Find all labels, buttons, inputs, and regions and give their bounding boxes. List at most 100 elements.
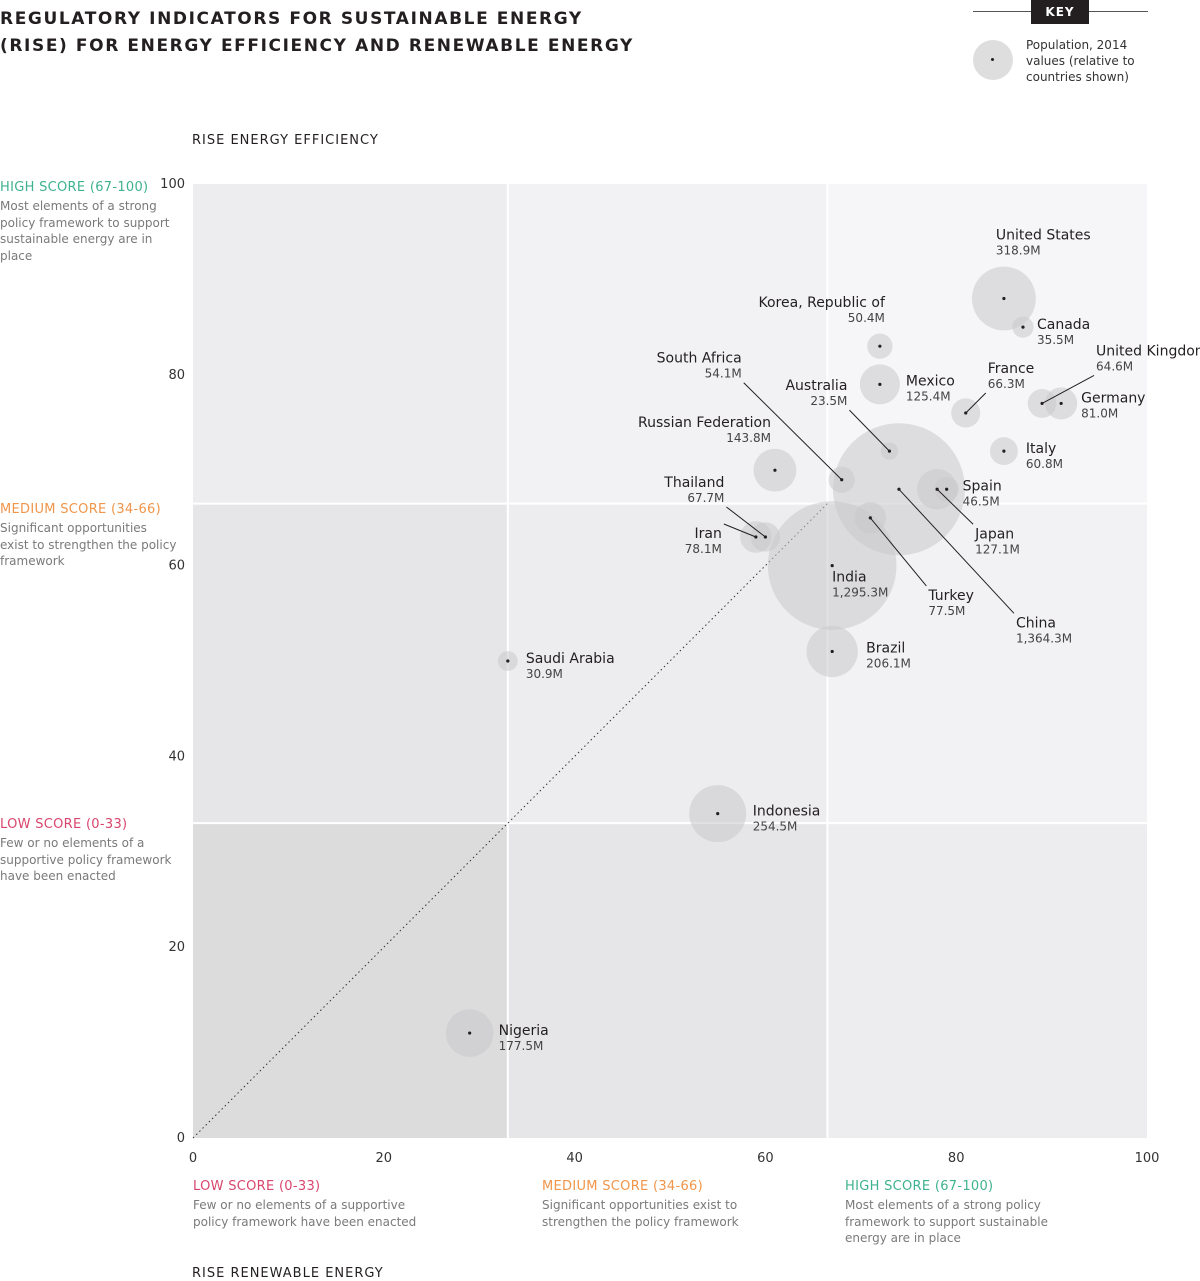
y-axis-title: RISE ENERGY EFFICIENCY — [192, 133, 379, 148]
leader-line — [869, 517, 927, 587]
leader-line — [726, 506, 766, 538]
bubble-label-name: Spain — [963, 478, 1002, 494]
side-zone-high-desc: Most elements of a strong policy framewo… — [0, 199, 170, 263]
bubble-label-name: Russian Federation — [638, 415, 771, 431]
bubble-center-dot — [945, 487, 949, 491]
bubble-label-name: France — [988, 361, 1035, 377]
side-zone-high: HIGH SCORE (67-100) Most elements of a s… — [0, 180, 178, 264]
bubble-center-dot — [468, 1031, 472, 1035]
bubble-label-population: 50.4M — [848, 311, 885, 325]
bubble-label-name: Brazil — [866, 640, 905, 656]
bottom-zone-high: HIGH SCORE (67-100) Most elements of a s… — [845, 1179, 1070, 1247]
side-zone-medium: MEDIUM SCORE (34-66) Significant opportu… — [0, 502, 178, 570]
bubble-label-name: Mexico — [906, 373, 955, 389]
leader-line — [898, 488, 1015, 614]
bubble-centers — [468, 296, 1063, 1035]
bubble-center-dot — [868, 516, 872, 520]
x-axis-title: RISE RENEWABLE ENERGY — [192, 1266, 384, 1281]
bubble-label-population: 1,295.3M — [832, 586, 888, 600]
bubble-label-name: Saudi Arabia — [526, 651, 615, 667]
bubble-label-population: 81.0M — [1081, 406, 1118, 420]
bubble-center-dot — [878, 344, 882, 348]
bubble-label-name: Germany — [1081, 390, 1145, 406]
bubble-center-dot — [1040, 401, 1044, 406]
bubble-label-name: United States — [996, 227, 1091, 243]
key-text-line-2: values (relative to — [1026, 54, 1135, 68]
bubble-label-population: 23.5M — [810, 394, 847, 408]
bubble-label-population: 66.3M — [988, 377, 1025, 391]
bubble-center-dot — [754, 535, 758, 539]
key-badge: KEY — [1031, 0, 1089, 24]
x-tick-label: 100 — [1135, 1151, 1160, 1166]
diagonal-dotted-line — [192, 503, 828, 1139]
leader-line — [743, 382, 843, 481]
zone-cell-low-medium — [193, 503, 508, 824]
x-tick-label: 60 — [757, 1151, 774, 1166]
zone-cell-low-low — [193, 823, 508, 1138]
bottom-zone-low: LOW SCORE (0-33) Few or no elements of a… — [193, 1179, 433, 1230]
bubble-label-name: South Africa — [657, 351, 742, 367]
bubble-label-population: 177.5M — [499, 1039, 544, 1053]
bubble-label-name: Japan — [974, 526, 1014, 542]
bubble-label-population: 127.1M — [975, 542, 1020, 556]
bubble-label-population: 67.7M — [687, 491, 724, 505]
bubble-center-dot — [964, 411, 968, 415]
bubble-label-name: Indonesia — [753, 804, 821, 820]
leader-lines — [723, 374, 1095, 614]
zone-cell-low-high — [193, 184, 508, 504]
x-tick-label: 0 — [189, 1151, 197, 1166]
bubble-center-dot — [763, 535, 768, 539]
bubble-label-name: Turkey — [927, 588, 974, 604]
bottom-zone-medium-desc: Significant opportunities exist to stren… — [542, 1198, 739, 1229]
bottom-zone-medium: MEDIUM SCORE (34-66) Significant opportu… — [542, 1179, 782, 1230]
bubble-label-population: 64.6M — [1096, 359, 1133, 373]
key-text-line-3: countries shown) — [1026, 70, 1129, 84]
bubble-label-population: 54.1M — [705, 367, 742, 381]
bubble-label-name: Iran — [695, 526, 722, 542]
bottom-zone-medium-label: MEDIUM SCORE (34-66) — [542, 1179, 703, 1194]
bubble-label-population: 78.1M — [685, 542, 722, 556]
key-text-line-1: Population, 2014 — [1026, 38, 1128, 52]
zone-cell-high-low — [827, 823, 1147, 1138]
bubble-label-population: 35.5M — [1037, 333, 1074, 347]
bubble-label-name: Korea, Republic of — [759, 295, 886, 311]
leader-line — [1041, 374, 1095, 404]
bubble-center-dot — [773, 468, 777, 472]
bubble-label-population: 143.8M — [726, 431, 771, 445]
bottom-zone-high-desc: Most elements of a strong policy framewo… — [845, 1198, 1048, 1245]
side-zone-low: LOW SCORE (0-33) Few or no elements of a… — [0, 817, 178, 885]
bubble-center-dot — [887, 449, 892, 453]
bottom-zone-low-desc: Few or no elements of a supportive polic… — [193, 1198, 417, 1229]
bubble-label-name: China — [1016, 615, 1056, 631]
y-tick-label: 40 — [168, 749, 185, 764]
bubble-label-population: 30.9M — [526, 667, 563, 681]
side-zone-low-label: LOW SCORE (0-33) — [0, 817, 128, 832]
leader-line — [936, 488, 974, 525]
y-tick-label: 0 — [177, 1131, 185, 1146]
bubble-center-dot — [830, 649, 834, 654]
x-tick-label: 20 — [376, 1151, 393, 1166]
x-tick-label: 40 — [566, 1151, 583, 1166]
y-tick-label: 100 — [160, 177, 185, 192]
x-tick-label: 80 — [948, 1151, 965, 1166]
bubble-center-dot — [1002, 296, 1006, 301]
key-dot — [991, 58, 994, 61]
y-tick-label: 20 — [168, 940, 185, 955]
bubble-label-population: 318.9M — [996, 243, 1041, 257]
title-line-1: REGULATORY INDICATORS FOR SUSTAINABLE EN… — [0, 9, 583, 29]
bubble-label-population: 254.5M — [753, 820, 798, 834]
bubble-label-name: India — [832, 570, 866, 586]
